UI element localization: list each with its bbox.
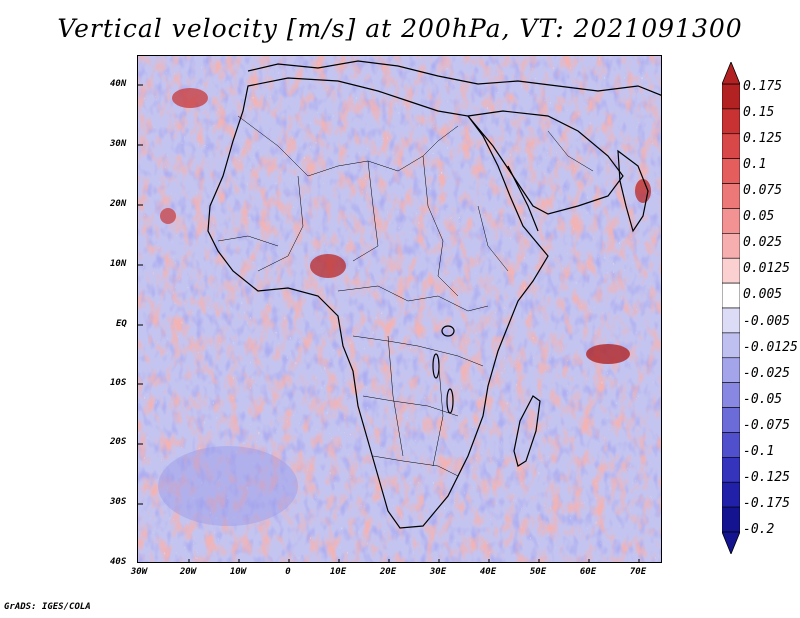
country-borders (217, 115, 594, 477)
lat-label-20s: 20S (110, 437, 127, 447)
updraft-patch-atlantic-north (172, 88, 208, 108)
lon-label-30e: 30E (429, 567, 447, 577)
colorbar-swatch (722, 307, 740, 334)
colorbar-swatch (722, 183, 740, 209)
lon-label-10e: 10E (329, 567, 347, 577)
lat-label-40s: 40S (110, 557, 127, 567)
updraft-patch-west-africa (310, 254, 346, 278)
coastlines (207, 60, 661, 529)
velocity-field-map (138, 56, 661, 562)
colorbar-label: 0.0125 (743, 261, 790, 276)
lat-label-20n: 20N (110, 199, 127, 209)
colorbar-swatch (722, 83, 740, 110)
colorbar-swatch (722, 158, 740, 184)
colorbar-swatch (722, 382, 740, 408)
updraft-patch-atlantic-cell (160, 208, 176, 224)
lon-label-70e: 70E (629, 567, 647, 577)
colorbar-label: 0.005 (743, 287, 783, 302)
lat-label-30s: 30S (110, 497, 127, 507)
colorbar-label: 0.175 (743, 79, 783, 94)
axis-ticks (138, 84, 640, 562)
colorbar-swatch (722, 133, 740, 159)
colorbar-swatch (722, 257, 740, 284)
colorbar-swatches (722, 83, 740, 533)
downdraft-band-south-atlantic (158, 446, 298, 526)
colorbar-label: -0.005 (743, 314, 790, 329)
lon-label-60e: 60E (579, 567, 597, 577)
colorbar-bottom-arrow (722, 531, 740, 554)
lon-label-0: 0 (285, 567, 291, 577)
colorbar-swatch (722, 481, 740, 508)
lon-label-30w: 30W (130, 567, 148, 577)
lat-label-10n: 10N (110, 259, 127, 269)
colorbar-label: -0.1 (743, 444, 775, 459)
colorbar-swatch (722, 282, 740, 309)
colorbar-label: 0.075 (743, 183, 783, 198)
colorbar-label: -0.075 (743, 418, 790, 433)
colorbar-label: -0.125 (743, 470, 790, 485)
lat-label-30n: 30N (110, 139, 127, 149)
colorbar-label: -0.175 (743, 496, 790, 511)
colorbar-swatch (722, 332, 740, 359)
lat-label-10s: 10S (110, 378, 127, 388)
colorbar-top-arrow (722, 62, 740, 85)
colorbar-label: 0.1 (743, 157, 767, 172)
lon-label-20e: 20E (379, 567, 397, 577)
field-white-streaks (138, 56, 661, 562)
lon-label-40e: 40E (479, 567, 497, 577)
colorbar-swatch (722, 233, 740, 259)
colorbar-swatch (722, 506, 740, 533)
lon-label-50e: 50E (529, 567, 547, 577)
colorbar-label: -0.0125 (743, 340, 798, 355)
lon-label-10w: 10W (229, 567, 247, 577)
colorbar-label: -0.025 (743, 366, 790, 381)
colorbar-swatch (722, 407, 740, 433)
colorbar-label: 0.125 (743, 131, 783, 146)
updraft-patch-indian-ocean (586, 344, 630, 364)
lon-label-20w: 20W (179, 567, 197, 577)
grads-credit: GrADS: IGES/COLA (4, 602, 91, 612)
colorbar-label: -0.05 (743, 392, 783, 407)
lat-label-eq: EQ (116, 319, 127, 329)
colorbar-swatch (722, 208, 740, 234)
colorbar-label: -0.2 (743, 522, 775, 537)
colorbar-label: 0.15 (743, 105, 775, 120)
colorbar (722, 62, 740, 554)
chart-title: Vertical velocity [m/s] at 200hPa, VT: 2… (57, 14, 743, 43)
colorbar-swatch (722, 357, 740, 383)
colorbar-swatch (722, 432, 740, 458)
map-panel (137, 55, 662, 563)
lat-label-40n: 40N (110, 79, 127, 89)
colorbar-label: 0.05 (743, 209, 775, 224)
colorbar-swatch (722, 457, 740, 483)
colorbar-label: 0.025 (743, 235, 783, 250)
colorbar-swatch (722, 108, 740, 135)
